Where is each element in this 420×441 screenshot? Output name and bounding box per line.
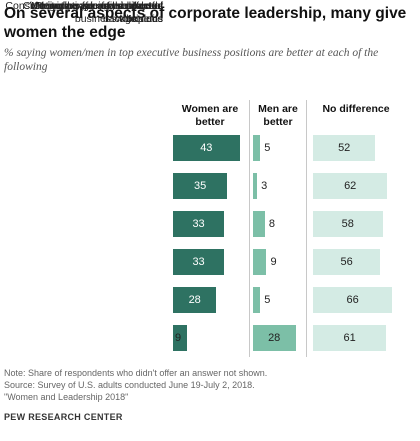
no-difference-bar — [313, 211, 383, 237]
men-bar-label: 5 — [264, 294, 271, 306]
men-bar-label: 8 — [268, 218, 276, 230]
column-header-men: Men are better — [258, 103, 298, 128]
men-bar — [252, 325, 296, 351]
row-label: Negotiating profitable deals — [35, 0, 163, 12]
men-bar — [252, 173, 258, 199]
row-label: Valuing people from different background… — [29, 0, 163, 25]
women-bar — [173, 249, 225, 275]
no-difference-bar-label: 52 — [338, 142, 351, 154]
note-text: Note: Share of respondents who didn't of… — [4, 368, 268, 378]
no-difference-bar — [313, 173, 388, 199]
organization-name: PEW RESEARCH CENTER — [4, 412, 123, 422]
chart-subtitle: % saying women/men in top executive busi… — [4, 47, 379, 73]
row-label: Creating a safe and respectful workplace — [22, 0, 163, 25]
column-divider-2 — [306, 100, 307, 357]
no-difference-bar — [313, 249, 381, 275]
women-bar-label: 33 — [192, 256, 205, 268]
women-bar-label: 9 — [175, 332, 182, 344]
women-bar-label: 35 — [194, 180, 207, 192]
no-difference-bar-label: 66 — [346, 294, 359, 306]
column-header-women: Women are better — [181, 103, 239, 128]
men-bar — [252, 135, 261, 161]
women-bar-label: 43 — [200, 142, 213, 154]
row-label: Considering the societal impact of busin… — [5, 0, 163, 25]
women-bar — [173, 211, 225, 237]
women-bar — [173, 173, 228, 199]
men-bar-label: 9 — [270, 256, 277, 268]
row-label: Providing fair pay and good benefits — [35, 0, 163, 25]
men-bar-label: 5 — [264, 142, 271, 154]
row-label: Mentoring young employees — [31, 0, 163, 12]
column-header-no-difference: No difference — [322, 103, 390, 115]
source-text: Source: Survey of U.S. adults conducted … — [4, 380, 255, 390]
no-difference-bar-label: 61 — [343, 332, 356, 344]
men-bar — [252, 249, 267, 275]
no-difference-bar-label: 62 — [344, 180, 357, 192]
column-divider-1 — [249, 100, 250, 357]
no-difference-bar — [313, 135, 376, 161]
women-bar — [173, 287, 217, 313]
women-bar — [173, 325, 187, 351]
men-bar — [252, 211, 265, 237]
women-bar — [173, 135, 240, 161]
report-title: "Women and Leadership 2018" — [4, 392, 129, 402]
chart-title: On several aspects of corporate leadersh… — [4, 5, 407, 41]
no-difference-bar — [313, 287, 393, 313]
no-difference-bar-label: 56 — [340, 256, 353, 268]
women-bar-label: 28 — [188, 294, 201, 306]
men-bar-label: 3 — [261, 180, 268, 192]
no-difference-bar-label: 58 — [341, 218, 354, 230]
men-bar-label: 28 — [268, 332, 281, 344]
no-difference-bar — [313, 325, 387, 351]
women-bar-label: 33 — [192, 218, 205, 230]
men-bar — [252, 287, 261, 313]
